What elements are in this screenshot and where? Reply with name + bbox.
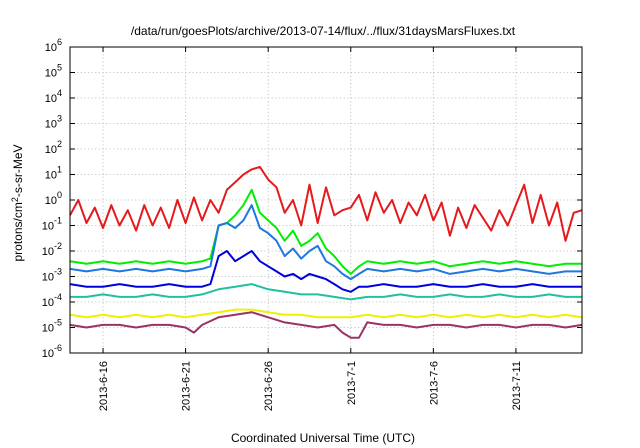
y-tick-label: 105	[45, 63, 62, 80]
y-tick-base: 10	[42, 297, 54, 309]
y-tick-label: 10-1	[42, 216, 62, 233]
y-tick-exponent: 2	[57, 139, 62, 149]
y-tick-exponent: -2	[54, 241, 62, 251]
x-axis-label: Coordinated Universal Time (UTC)	[231, 431, 415, 445]
flux-series-line-5	[70, 283, 582, 301]
flux-series-line-7	[69, 311, 583, 339]
y-tick-base: 10	[42, 272, 54, 284]
y-tick-base: 10	[42, 246, 54, 258]
series-lines	[69, 165, 583, 339]
y-axis-label: protons/cm2-s-sr-MeV	[10, 144, 25, 261]
flux-series-line-6	[69, 308, 583, 319]
y-tick-base: 10	[45, 195, 57, 207]
y-tick-label: 10-3	[42, 267, 62, 284]
y-tick-label: 103	[45, 114, 62, 131]
flux-series-line-2	[69, 188, 582, 275]
x-tick-label: 2013-6-16	[98, 361, 110, 411]
x-tick-label: 2013-7-6	[428, 361, 440, 405]
y-tick-exponent: 3	[57, 114, 62, 124]
y-tick-label: 104	[45, 88, 62, 105]
y-tick-label: 100	[45, 190, 62, 207]
y-tick-label: 10-4	[42, 292, 62, 309]
flux-series-line-1	[69, 165, 583, 242]
y-tick-exponent: 6	[57, 37, 62, 47]
y-tick-exponent: 5	[57, 63, 62, 73]
grid-lines	[70, 47, 582, 353]
y-tick-exponent: -1	[54, 216, 62, 226]
y-tick-base: 10	[45, 170, 57, 182]
x-tick-label: 2013-7-1	[346, 361, 358, 405]
y-tick-label: 101	[45, 165, 62, 182]
y-tick-label: 10-6	[42, 343, 62, 360]
y-tick-label: 106	[45, 37, 62, 54]
x-tick-label: 2013-6-26	[263, 361, 275, 411]
chart-title: /data/run/goesPlots/archive/2013-07-14/f…	[131, 24, 516, 38]
y-tick-base: 10	[45, 119, 57, 131]
y-tick-base: 10	[42, 323, 54, 335]
y-tick-base: 10	[45, 68, 57, 80]
y-tick-exponent: -5	[54, 318, 62, 328]
y-tick-base: 10	[45, 93, 57, 105]
y-tick-base: 10	[42, 348, 54, 360]
y-tick-labels: 10-610-510-410-310-210-11001011021031041…	[42, 37, 62, 360]
y-tick-base: 10	[45, 144, 57, 156]
y-tick-label: 10-5	[42, 318, 62, 335]
x-tick-label: 2013-6-21	[181, 361, 193, 411]
y-tick-exponent: -3	[54, 267, 62, 277]
y-tick-exponent: -6	[54, 343, 62, 353]
y-tick-base: 10	[45, 42, 57, 54]
flux-series-line-3	[69, 204, 582, 281]
y-tick-exponent: 0	[57, 190, 62, 200]
y-tick-label: 10-2	[42, 241, 62, 258]
y-tick-label: 102	[45, 139, 62, 156]
flux-series-line-4	[69, 250, 582, 293]
y-tick-exponent: 1	[57, 165, 62, 175]
x-tick-label: 2013-7-11	[511, 361, 523, 410]
tick-marks	[70, 46, 582, 354]
y-tick-exponent: -4	[54, 292, 62, 302]
x-tick-labels: 2013-6-16 2013-6-21 2013-6-26 2013-7-1 2013-…	[98, 361, 523, 411]
y-tick-base: 10	[42, 221, 54, 233]
y-tick-exponent: 4	[57, 88, 62, 98]
